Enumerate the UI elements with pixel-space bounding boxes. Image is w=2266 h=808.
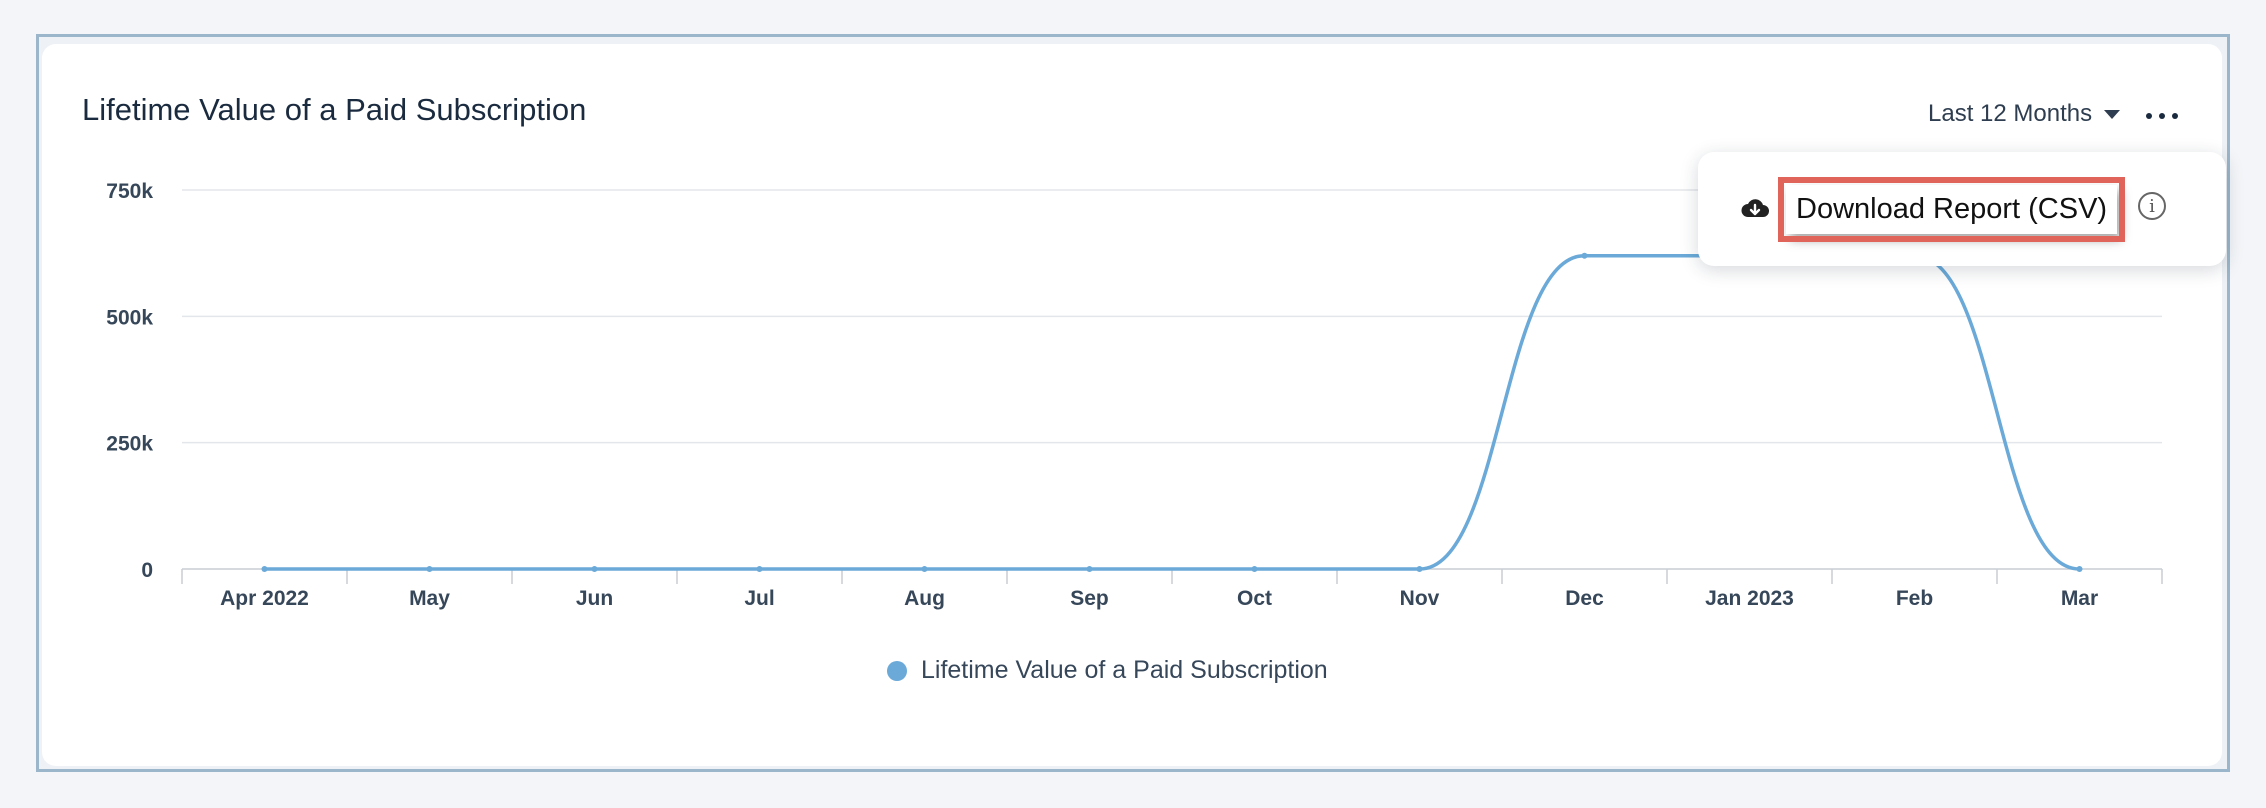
x-tick-label: Aug	[904, 587, 945, 610]
x-tick-label: Mar	[2061, 587, 2098, 610]
x-tick-label: May	[409, 587, 450, 610]
y-tick-label: 0	[141, 559, 153, 582]
x-tick-label: Jan 2023	[1705, 587, 1794, 610]
x-tick-label: Feb	[1896, 587, 1933, 610]
x-tick-label: Dec	[1565, 587, 1604, 610]
cloud-download-icon	[1741, 199, 1769, 217]
date-range-label: Last 12 Months	[1928, 100, 2093, 127]
x-tick-label: Nov	[1400, 587, 1440, 610]
download-report-label: Download Report (CSV)	[1777, 176, 2126, 242]
y-tick-label: 500k	[106, 306, 153, 329]
data-point	[261, 566, 268, 572]
data-point	[1581, 252, 1588, 259]
info-icon[interactable]: i	[2138, 192, 2166, 220]
series-line	[264, 253, 2080, 571]
data-point	[591, 566, 598, 572]
options-menu: Download Report (CSV) i	[1698, 152, 2226, 266]
data-point	[2076, 566, 2083, 572]
date-range-dropdown[interactable]: Last 12 Months	[1928, 100, 2121, 128]
y-tick-label: 250k	[106, 433, 153, 456]
x-tick-label: Jun	[576, 587, 613, 610]
x-tick-label: Oct	[1237, 587, 1272, 610]
legend-label: Lifetime Value of a Paid Subscription	[921, 656, 1328, 684]
x-tick-label: Sep	[1070, 587, 1109, 610]
y-tick-label: 750k	[106, 180, 153, 203]
caret-down-icon	[2104, 109, 2121, 119]
ellipsis-icon-dot	[2146, 113, 2152, 119]
data-point	[1416, 566, 1423, 572]
more-options-button[interactable]	[2146, 106, 2178, 126]
data-point	[1086, 566, 1093, 572]
data-point	[756, 566, 763, 572]
ellipsis-icon-dot	[2172, 113, 2178, 119]
data-point	[426, 566, 433, 572]
data-point	[921, 566, 928, 572]
data-point	[1251, 566, 1258, 572]
chart-title: Lifetime Value of a Paid Subscription	[82, 92, 587, 127]
chart-legend[interactable]: Lifetime Value of a Paid Subscription	[887, 656, 1328, 685]
download-report-menu-item[interactable]: Download Report (CSV)	[1740, 152, 2126, 266]
x-tick-label: Jul	[744, 587, 774, 610]
ellipsis-icon-dot	[2159, 113, 2165, 119]
legend-swatch	[887, 660, 907, 681]
x-tick-label: Apr 2022	[220, 587, 309, 610]
